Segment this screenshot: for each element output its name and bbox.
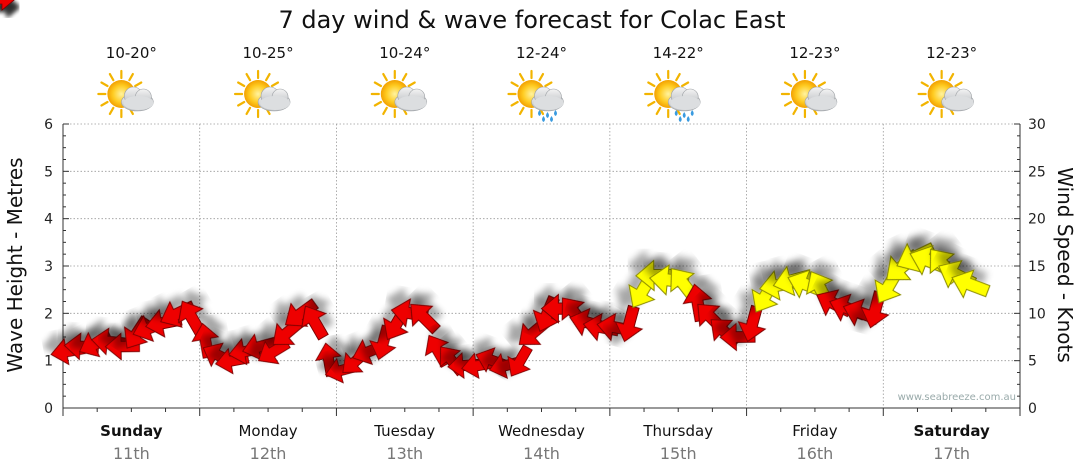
sun-cloud-icon: [233, 69, 291, 119]
date-label: 14th: [523, 444, 560, 463]
axes: 0 1 2 3 4 5 6 0 5 10 15 20 25 30: [44, 117, 1046, 417]
temperature-range: 12-24°: [516, 44, 567, 62]
temperature-range: 10-20°: [106, 44, 157, 62]
wind-arrow: [241, 333, 278, 361]
day-label: Thursday: [642, 422, 713, 440]
y-tick-label-right: 15: [1028, 259, 1046, 275]
y-axis-right-label: Wind Speed - Knots: [1053, 167, 1077, 363]
day-label: Sunday: [100, 422, 163, 440]
y-tick-label-left: 4: [44, 212, 53, 228]
wind-arrow: [507, 344, 533, 377]
sun-cloud-icon: [780, 69, 838, 119]
date-label: 13th: [386, 444, 423, 463]
y-tick-label-left: 3: [44, 259, 53, 275]
y-tick-label-right: 0: [1028, 401, 1037, 417]
day-label: Friday: [792, 422, 838, 440]
sun-cloud-icon: [370, 69, 428, 119]
y-tick-label-right: 20: [1028, 212, 1046, 228]
day-forecast-row: 10-20° 10-25° 10-24° 12-24° 14-22° 12-23° 12-2…: [97, 44, 977, 122]
date-label: 11th: [113, 444, 150, 463]
sun-cloud-icon: [97, 69, 154, 119]
y-tick-label-left: 6: [44, 117, 53, 133]
sun-cloud-rain-icon: [507, 69, 564, 122]
day-label: Wednesday: [498, 422, 585, 440]
day-label: Saturday: [913, 422, 990, 440]
temperature-range: 12-23°: [789, 44, 840, 62]
y-tick-label-right: 25: [1028, 164, 1046, 180]
chart-title: 7 day wind & wave forecast for Colac Eas…: [278, 6, 785, 34]
watermark-credit: www.seabreeze.com.au: [898, 392, 1016, 403]
date-label: 12th: [250, 444, 287, 463]
grid-lines: [63, 123, 1020, 409]
wind-arrow: [0, 0, 15, 11]
wind-arrow-series: [0, 0, 991, 384]
temperature-range: 14-22°: [653, 44, 704, 62]
y-tick-label-left: 0: [44, 401, 53, 417]
temperature-range: 10-24°: [379, 44, 430, 62]
y-axis-left-label: Wave Height - Metres: [3, 157, 27, 372]
y-tick-label-left: 2: [44, 306, 53, 322]
y-tick-label-left: 5: [44, 164, 53, 180]
wind-arrow: [737, 304, 767, 343]
y-tick-label-right: 10: [1028, 306, 1046, 322]
wind-arrow: [410, 303, 441, 335]
x-axis-day-labels: Sunday 11th Monday 12th Tuesday 13th Wednesday…: [100, 422, 990, 463]
y-tick-label-right: 5: [1028, 354, 1037, 370]
sun-cloud-rain-icon: [644, 69, 701, 122]
day-label: Tuesday: [373, 422, 435, 440]
wind-arrow: [301, 305, 329, 341]
date-label: 16th: [797, 444, 834, 463]
y-tick-label-right: 30: [1028, 117, 1046, 133]
day-label: Monday: [238, 422, 297, 440]
y-tick-label-left: 1: [44, 354, 53, 370]
wind-arrow: [614, 304, 644, 343]
temperature-range: 10-25°: [243, 44, 294, 62]
temperature-range: 12-23°: [926, 44, 977, 62]
date-label: 17th: [933, 444, 970, 463]
sun-cloud-icon: [917, 69, 974, 119]
date-label: 15th: [660, 444, 697, 463]
wind-arrow: [951, 269, 991, 299]
